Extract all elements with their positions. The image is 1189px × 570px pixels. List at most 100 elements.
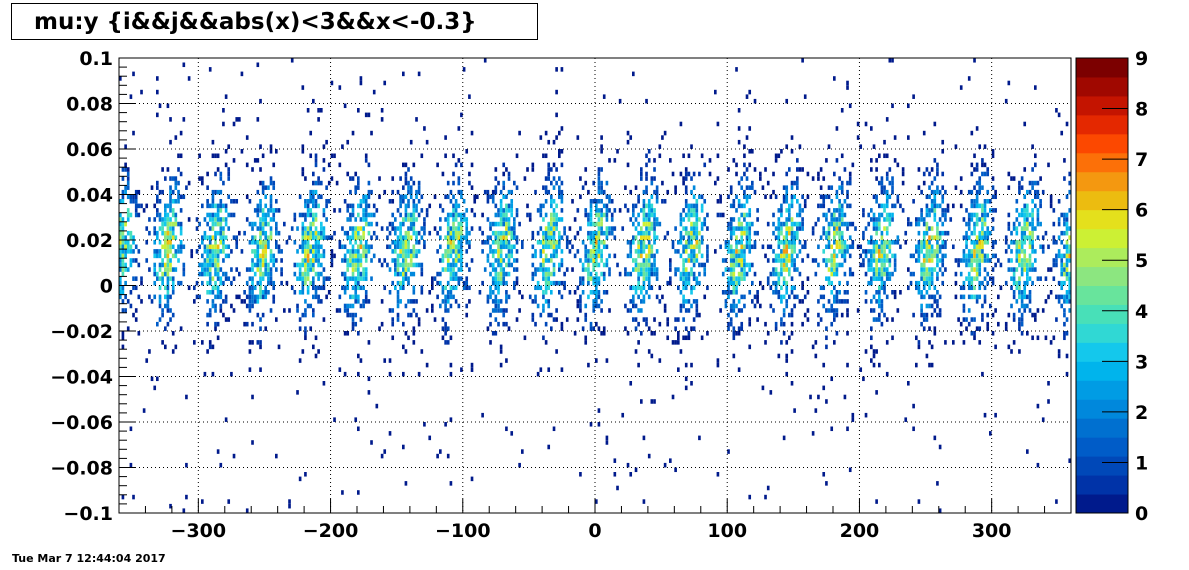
heatmap-cell: [645, 189, 648, 195]
heatmap-cell: [650, 176, 654, 181]
heatmap-cell: [232, 453, 236, 459]
heatmap-cell: [547, 139, 551, 145]
heatmap-cell: [838, 199, 841, 204]
heatmap-cell: [835, 189, 839, 195]
heatmap-cell: [941, 258, 945, 263]
heatmap-cell: [201, 253, 204, 259]
heatmap-cell: [312, 280, 315, 286]
heatmap-cell: [256, 203, 260, 209]
heatmap-cell: [454, 258, 458, 263]
heatmap-cell: [547, 267, 551, 272]
heatmap-cell: [169, 276, 172, 281]
heatmap-cell: [314, 153, 318, 159]
heatmap-cell: [584, 244, 588, 250]
heatmap-cell: [727, 294, 730, 300]
heatmap-cell: [994, 240, 997, 245]
color-scale-band: [1076, 285, 1128, 305]
heatmap-cell: [267, 262, 270, 268]
heatmap-cell: [584, 249, 588, 254]
heatmap-cell: [1031, 312, 1034, 318]
heatmap-cell: [169, 308, 172, 313]
heatmap-cell: [261, 290, 265, 295]
heatmap-cell: [814, 408, 818, 413]
heatmap-cell: [766, 276, 770, 281]
heatmap-cell: [444, 217, 447, 222]
heatmap-cell: [793, 221, 796, 227]
heatmap-cell: [372, 212, 376, 218]
heatmap-cell: [801, 167, 804, 172]
heatmap-cell: [491, 276, 495, 281]
heatmap-cell: [412, 326, 416, 331]
heatmap-cell: [391, 226, 395, 231]
heatmap-cell: [790, 249, 794, 254]
heatmap-cell: [862, 249, 865, 254]
heatmap-cell: [283, 308, 286, 313]
heatmap-cell: [1052, 221, 1056, 227]
heatmap-cell: [547, 189, 551, 195]
heatmap-cell: [248, 199, 252, 204]
heatmap-cell: [232, 276, 236, 281]
heatmap-cell: [846, 194, 849, 200]
heatmap-cell: [560, 126, 564, 131]
heatmap-cell: [883, 139, 886, 145]
heatmap-cell: [714, 180, 717, 186]
heatmap-cell: [634, 303, 638, 309]
heatmap-cell: [1034, 153, 1037, 159]
heatmap-cell: [801, 299, 804, 304]
heatmap-cell: [970, 331, 974, 336]
heatmap-cell: [822, 199, 826, 204]
heatmap-cell: [269, 276, 273, 281]
heatmap-cell: [312, 230, 315, 236]
heatmap-cell: [491, 262, 495, 268]
heatmap-cell: [867, 249, 871, 254]
heatmap-cell: [166, 167, 170, 172]
heatmap-cell: [922, 217, 926, 222]
heatmap-cell: [312, 199, 315, 204]
heatmap-cell: [380, 226, 384, 231]
heatmap-cell: [597, 221, 601, 227]
heatmap-cell: [407, 217, 410, 222]
heatmap-cell: [965, 253, 968, 259]
heatmap-cell: [446, 253, 450, 259]
heatmap-cell: [304, 280, 307, 286]
heatmap-cell: [304, 276, 307, 281]
heatmap-cell: [743, 294, 746, 300]
heatmap-cell: [193, 340, 196, 345]
heatmap-cell: [634, 185, 638, 190]
heatmap-cell: [1041, 249, 1045, 254]
heatmap-cell: [785, 144, 789, 149]
heatmap-cell: [402, 267, 405, 272]
heatmap-cell: [121, 194, 125, 200]
heatmap-cell: [261, 226, 265, 231]
heatmap-cell: [346, 258, 350, 263]
heatmap-cell: [269, 180, 273, 186]
heatmap-cell: [991, 240, 995, 245]
heatmap-cell: [684, 326, 688, 331]
heatmap-cell: [206, 349, 209, 354]
heatmap-cell: [388, 230, 392, 236]
heatmap-cell: [735, 280, 738, 286]
heatmap-cell: [658, 299, 662, 304]
heatmap-cell: [476, 194, 479, 200]
heatmap-cell: [796, 176, 799, 181]
heatmap-cell: [539, 135, 543, 140]
heatmap-cell: [264, 185, 268, 190]
heatmap-cell: [502, 276, 506, 281]
heatmap-cell: [259, 290, 262, 295]
heatmap-cell: [219, 176, 223, 181]
heatmap-cell: [785, 240, 789, 245]
heatmap-cell: [595, 203, 598, 209]
heatmap-cell: [399, 271, 402, 277]
heatmap-cell: [938, 235, 942, 240]
heatmap-cell: [769, 303, 773, 309]
heatmap-cell: [259, 317, 262, 322]
heatmap-cell: [965, 208, 968, 213]
heatmap-cell: [785, 217, 789, 222]
heatmap-cell: [497, 299, 500, 304]
heatmap-cell: [782, 276, 786, 281]
heatmap-cell: [793, 249, 796, 254]
heatmap-cell: [756, 299, 759, 304]
heatmap-cell: [954, 258, 958, 263]
heatmap-cell: [409, 217, 413, 222]
heatmap-cell: [317, 180, 320, 186]
